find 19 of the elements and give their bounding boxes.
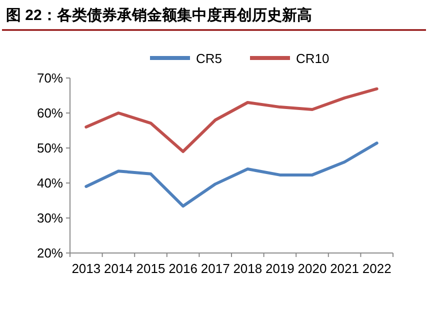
x-tick-label: 2019 xyxy=(265,261,294,276)
legend-label: CR5 xyxy=(196,51,222,66)
x-tick-label: 2014 xyxy=(104,261,133,276)
chart-title: 图 22：各类债券承销金额集中度再创历史新高 xyxy=(6,6,312,24)
x-tick-label: 2017 xyxy=(200,261,230,276)
x-tick-label: 2022 xyxy=(362,261,392,276)
x-tick-label: 2015 xyxy=(136,261,166,276)
y-tick-label: 50% xyxy=(36,140,64,156)
y-tick-label: 20% xyxy=(36,246,64,260)
y-tick-label: 40% xyxy=(36,176,64,190)
x-tick-label: 2020 xyxy=(298,261,327,276)
legend-label: CR10 xyxy=(296,51,330,66)
x-tick-label: 2013 xyxy=(72,261,101,276)
y-tick-label: 60% xyxy=(36,106,64,120)
y-tick-label: 30% xyxy=(36,210,64,226)
x-tick-label: 2021 xyxy=(330,261,360,276)
x-tick-label: 2018 xyxy=(233,261,262,276)
y-tick-label: 70% xyxy=(36,70,64,86)
x-tick-label: 2016 xyxy=(168,261,198,276)
